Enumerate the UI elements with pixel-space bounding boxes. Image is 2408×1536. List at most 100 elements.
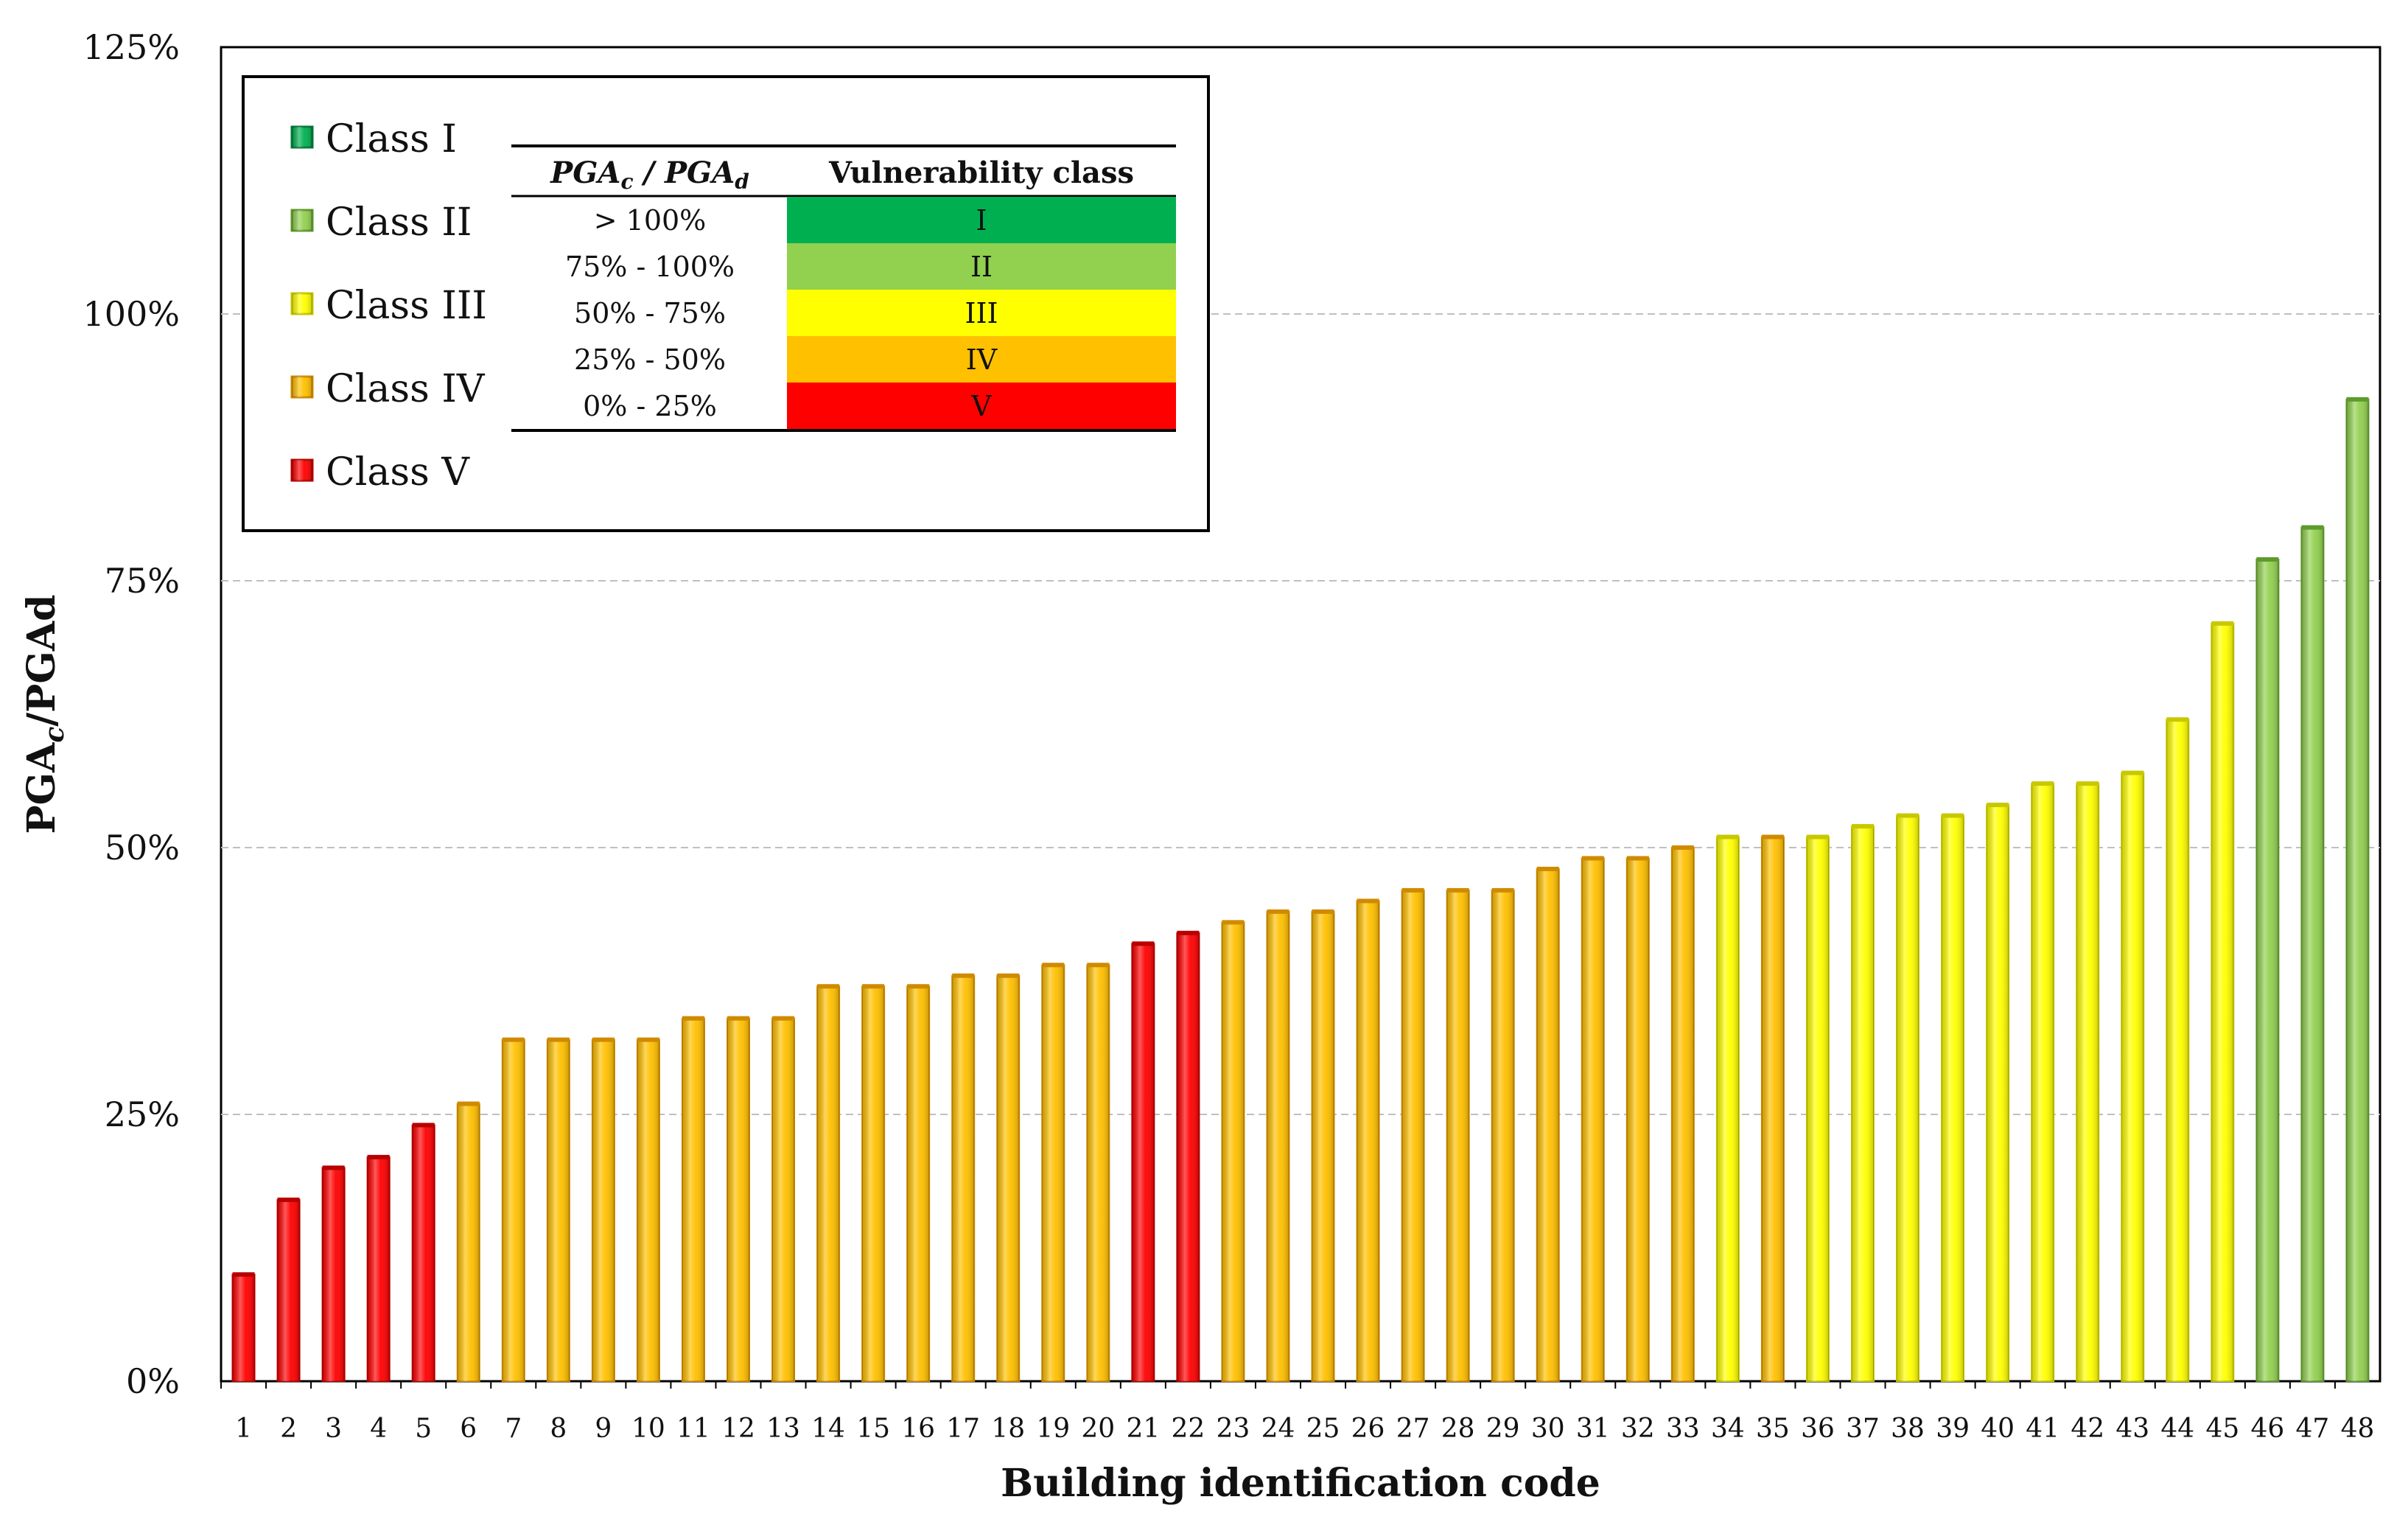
table-header-ratio: PGAc / PGAd — [550, 156, 749, 194]
bar — [2076, 781, 2100, 1382]
bar — [1536, 866, 1560, 1382]
bar — [1805, 834, 1830, 1382]
bar-shade — [817, 986, 840, 1381]
bar-shade — [2166, 719, 2189, 1381]
legend-item: Class III — [290, 284, 487, 328]
bar — [1896, 813, 1920, 1383]
x-tick-label: 20 — [1081, 1414, 1115, 1444]
table-range: 25% - 50% — [574, 343, 726, 376]
bar-cap — [1942, 813, 1964, 818]
x-tick-label: 32 — [1621, 1414, 1655, 1444]
x-tick-label: 25 — [1306, 1414, 1340, 1444]
x-tick-label: 34 — [1711, 1414, 1745, 1444]
bar-shade — [1267, 911, 1289, 1381]
bar-cap — [682, 1016, 704, 1021]
table-class-cell — [787, 243, 1176, 290]
bar-shade — [1626, 858, 1649, 1381]
bar-shade — [1987, 805, 2009, 1381]
bar-shade — [2031, 783, 2054, 1381]
x-tick-label: 28 — [1441, 1414, 1475, 1444]
y-tick-label: 25% — [105, 1095, 180, 1134]
bar-shade — [1761, 837, 1784, 1381]
legend-label: Class II — [326, 200, 472, 245]
bar — [1715, 834, 1740, 1382]
x-tick-label: 7 — [505, 1414, 522, 1444]
bar — [771, 1016, 796, 1383]
x-axis-ticks: 1 2 3 4 5 6 7 8 9 10 11 12 13 14 15 16 17 18 19 20 21 22 23 24 2… — [220, 1381, 2374, 1444]
x-tick-label: 4 — [370, 1414, 387, 1444]
bar-shade — [367, 1156, 390, 1381]
bar-cap — [1987, 803, 2009, 808]
table-row: 75% - 100% II — [565, 243, 1176, 290]
table-header-class: Vulnerability class — [828, 156, 1134, 190]
table-row: > 100% I — [594, 197, 1176, 243]
bar — [546, 1037, 570, 1382]
bar — [321, 1165, 346, 1383]
bar-shade — [2076, 783, 2099, 1381]
bar-shade — [547, 1039, 570, 1381]
y-axis-title-main: PGA — [19, 742, 64, 834]
bar-shade — [1491, 890, 1514, 1381]
bar-shade — [637, 1039, 659, 1381]
legend-item: Class II — [290, 200, 472, 245]
x-tick-label: 2 — [280, 1414, 297, 1444]
bar-cap — [1536, 866, 1559, 871]
gridlines — [221, 313, 2380, 1115]
bar-cap — [1806, 834, 1829, 839]
x-tick-label: 11 — [676, 1414, 710, 1444]
bar — [726, 1016, 750, 1383]
bar-shade — [1671, 848, 1694, 1381]
bar — [501, 1037, 525, 1382]
bar-shade — [1401, 890, 1424, 1381]
bar — [906, 984, 931, 1382]
bar-cap — [547, 1037, 570, 1042]
vulnerability-table: PGAc / PGAd Vulnerability class > 100% I 7… — [511, 144, 1176, 432]
x-tick-label: 19 — [1036, 1414, 1070, 1444]
x-tick-label: 37 — [1846, 1414, 1880, 1444]
bar-shade — [997, 975, 1020, 1381]
bar-cap — [1132, 941, 1155, 946]
bar-cap — [952, 973, 975, 978]
bar — [951, 973, 976, 1382]
bar-shade — [2121, 772, 2144, 1381]
bar — [2031, 781, 2055, 1382]
bar-cap — [1852, 824, 1875, 829]
x-tick-label: 18 — [991, 1414, 1025, 1444]
bar-shade — [1132, 943, 1155, 1381]
bar-cap — [1087, 963, 1110, 968]
bar-shade — [862, 986, 885, 1381]
table-class: II — [970, 251, 993, 283]
table-row: 0% - 25% V — [583, 383, 1176, 429]
bar — [366, 1154, 391, 1383]
bar-cap — [2031, 781, 2054, 786]
bar-shade — [772, 1018, 795, 1381]
bar-shade — [1446, 890, 1469, 1381]
bar — [1176, 930, 1200, 1382]
table-range: 50% - 75% — [574, 297, 726, 329]
bar — [591, 1037, 615, 1382]
bar-cap — [637, 1037, 659, 1042]
bar-cap — [2121, 770, 2144, 775]
bar-cap — [1042, 963, 1065, 968]
table-class: III — [965, 297, 998, 329]
bar-cap — [1312, 909, 1334, 914]
bar — [681, 1016, 705, 1383]
y-tick-label: 75% — [105, 561, 180, 601]
bar-shade — [1357, 901, 1379, 1381]
bar-shade — [1536, 868, 1559, 1381]
bar — [1625, 856, 1650, 1382]
table-range: 0% - 25% — [583, 390, 717, 422]
bar — [2121, 770, 2145, 1382]
bar-cap — [1446, 887, 1469, 893]
x-tick-label: 12 — [721, 1414, 755, 1444]
x-tick-label: 41 — [2026, 1414, 2059, 1444]
bar — [1851, 824, 1875, 1383]
bar-shade — [1042, 965, 1065, 1381]
bar — [996, 973, 1021, 1382]
bar-cap — [592, 1037, 615, 1042]
bar — [861, 984, 886, 1382]
bar-cap — [1897, 813, 1919, 818]
bar — [276, 1197, 301, 1382]
legend-swatch-shade — [292, 127, 312, 147]
